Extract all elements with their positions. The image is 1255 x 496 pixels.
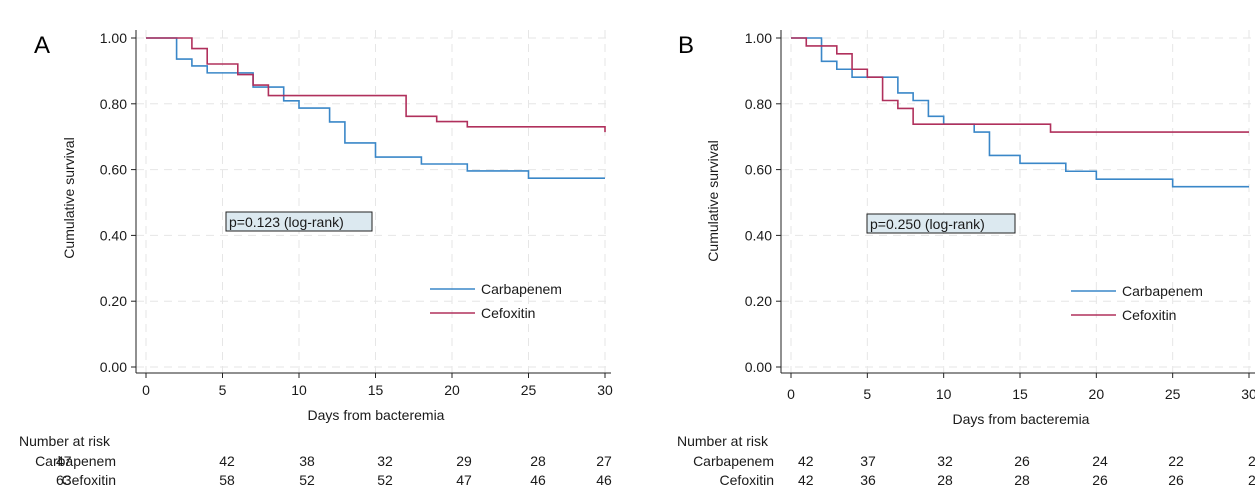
risk-count: 26 [1014, 453, 1030, 469]
risk-table: Number at risk Carbapenem 42 37 32 26 24 22 21 Ce… [677, 433, 1255, 488]
panel-b: B Cumulative survival Days from bacterem… [677, 30, 1255, 488]
x-tick-label: 10 [936, 386, 952, 402]
risk-count: 28 [1014, 472, 1030, 488]
risk-count: 22 [1168, 453, 1184, 469]
legend-label: Cefoxitin [481, 305, 535, 321]
risk-count: 42 [798, 472, 814, 488]
risk-count: 47 [456, 472, 472, 488]
pvalue-annotation: p=0.250 (log-rank) [866, 213, 1016, 234]
risk-count: 32 [937, 453, 953, 469]
risk-table-header: Number at risk [19, 433, 111, 449]
risk-count: 58 [219, 472, 235, 488]
risk-row-label: Carbapenem [35, 453, 116, 469]
x-tick-label: 5 [219, 382, 227, 398]
risk-row-label: Cefoxitin [62, 472, 116, 488]
risk-count: 26 [1092, 472, 1108, 488]
x-tick-label: 0 [787, 386, 795, 402]
y-tick-label: 1.00 [745, 30, 772, 46]
risk-count: 29 [456, 453, 472, 469]
y-axis-title: Cumulative survival [705, 140, 721, 261]
risk-count: 28 [937, 472, 953, 488]
series-line-cefoxitin [146, 37, 606, 133]
y-tick-label: 0.00 [745, 359, 772, 375]
risk-count: 52 [299, 472, 315, 488]
x-tick-label: 25 [521, 382, 537, 398]
risk-count: 38 [299, 453, 315, 469]
panel-a: A Cumulative survival Days from bacterem… [19, 30, 613, 488]
legend-label: Carbapenem [1122, 283, 1203, 299]
risk-count: 42 [798, 453, 814, 469]
legend: Carbapenem Cefoxitin [430, 281, 562, 321]
pvalue-text: p=0.250 (log-rank) [870, 216, 985, 232]
risk-count: 46 [530, 472, 546, 488]
risk-count: 37 [860, 453, 876, 469]
y-tick-label: 1.00 [100, 30, 127, 46]
risk-row-label: Cefoxitin [720, 472, 774, 488]
y-tick-label: 0.20 [745, 293, 772, 309]
y-tick-label: 0.20 [100, 293, 127, 309]
y-tick-label: 0.80 [100, 96, 127, 112]
x-tick-label: 5 [863, 386, 871, 402]
x-tick-label: 30 [1241, 386, 1255, 402]
grid [781, 30, 1255, 373]
risk-count: 36 [860, 472, 876, 488]
x-tick-label: 15 [368, 382, 384, 398]
risk-count: 27 [596, 453, 612, 469]
x-axis-title: Days from bacteremia [308, 407, 445, 423]
risk-count: 46 [596, 472, 612, 488]
x-tick-label: 30 [597, 382, 613, 398]
y-tick-label: 0.00 [100, 359, 127, 375]
risk-count: 21 [1248, 453, 1255, 469]
y-tick-label: 0.60 [100, 162, 127, 178]
legend-label: Carbapenem [481, 281, 562, 297]
risk-count: 52 [377, 472, 393, 488]
y-tick-label: 0.60 [745, 162, 772, 178]
series-lines [791, 37, 1249, 188]
risk-count: 24 [1092, 453, 1108, 469]
x-tick-label: 20 [1089, 386, 1105, 402]
y-tick-label: 0.80 [745, 96, 772, 112]
series-line-carbapenem [146, 37, 605, 179]
risk-count: 63 [56, 472, 72, 488]
panel-label: B [678, 32, 694, 59]
risk-row-label: Carbapenem [693, 453, 774, 469]
series-line-cefoxitin [791, 37, 1249, 133]
x-tick-label: 15 [1012, 386, 1028, 402]
y-tick-label: 0.40 [745, 227, 772, 243]
pvalue-text: p=0.123 (log-rank) [229, 214, 344, 230]
risk-count: 42 [219, 453, 235, 469]
risk-table-header: Number at risk [677, 433, 769, 449]
x-tick-label: 25 [1165, 386, 1181, 402]
axes: 0.00 0.20 0.40 0.60 0.80 1.00 0 5 10 15 20 25 30 [100, 30, 613, 398]
x-axis-title: Days from bacteremia [953, 411, 1090, 427]
grid [136, 30, 611, 373]
risk-count: 47 [56, 453, 72, 469]
risk-count: 28 [530, 453, 546, 469]
axes: 0.00 0.20 0.40 0.60 0.80 1.00 0 5 10 15 20 25 30 [745, 30, 1255, 402]
x-tick-label: 0 [142, 382, 150, 398]
y-axis-title: Cumulative survival [61, 137, 77, 258]
y-tick-label: 0.40 [100, 227, 127, 243]
series-line-carbapenem [791, 37, 1249, 188]
pvalue-annotation: p=0.123 (log-rank) [225, 211, 373, 232]
pvalue-box [225, 211, 373, 232]
series-lines [146, 37, 606, 179]
legend-label: Cefoxitin [1122, 307, 1176, 323]
x-tick-label: 10 [291, 382, 307, 398]
risk-count: 32 [377, 453, 393, 469]
risk-count: 24 [1248, 472, 1255, 488]
risk-count: 26 [1168, 472, 1184, 488]
legend: Carbapenem Cefoxitin [1071, 283, 1203, 323]
panel-label: A [34, 32, 50, 59]
x-tick-label: 20 [444, 382, 460, 398]
pvalue-box [866, 213, 1016, 234]
